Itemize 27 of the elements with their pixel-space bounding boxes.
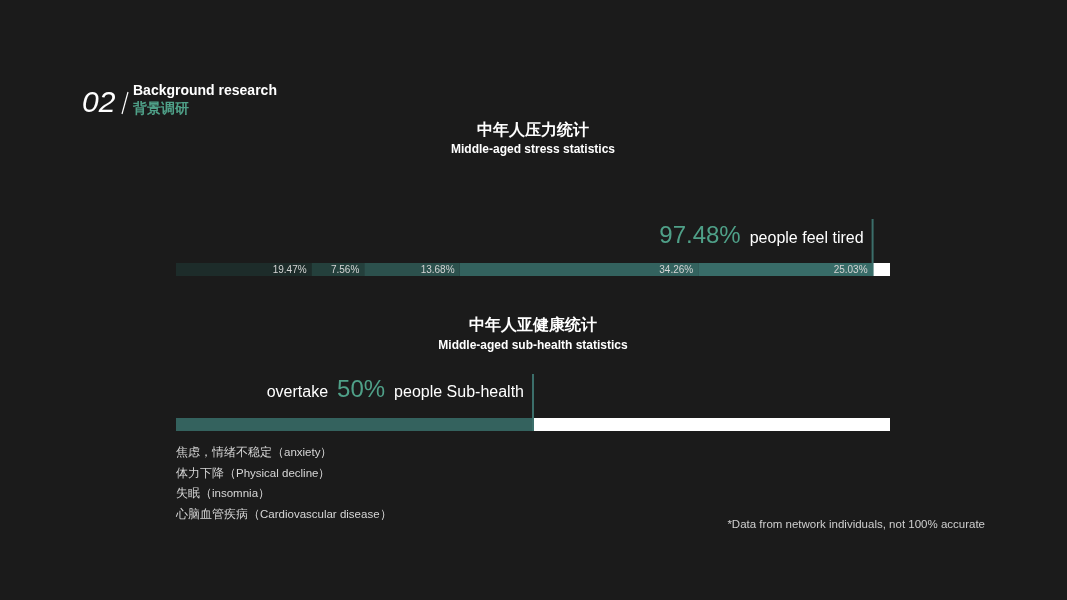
text: *Data from network individuals, not 100% accurate — [727, 518, 985, 530]
text: 心脑血管疾病（Cardiovascular disease） — [175, 506, 392, 521]
data-label: 7.56% — [330, 264, 360, 276]
bar: 34.26% — [459, 263, 699, 276]
text: Background research — [133, 82, 277, 98]
text: 失眠（insomnia） — [176, 487, 271, 500]
data-label: 25.03% — [833, 264, 868, 276]
chart-subtitle: Middle-aged stress statistics — [450, 142, 616, 156]
text: 体力下降（Physical decline） — [176, 466, 331, 480]
text: 焦虑，情绪不稳定（anxiety） — [176, 445, 333, 459]
chart-title: 中年人压力统计 — [477, 121, 589, 138]
bar: 19.47% — [176, 263, 312, 276]
chart-title: 中年人亚健康统计 — [469, 316, 597, 333]
text: people Sub-health — [394, 383, 524, 400]
bar: 13.68% — [364, 263, 460, 276]
data-label: 34.26% — [659, 264, 694, 276]
text: 背景调研 — [132, 100, 189, 116]
bar: 7.56% — [311, 263, 365, 276]
bar: 25.03% — [698, 263, 873, 276]
text: people feel tired — [749, 229, 864, 246]
data-label: 13.68% — [420, 264, 455, 276]
chart-subtitle: Middle-aged sub-health statistics — [438, 338, 628, 352]
text: 02 — [82, 85, 116, 118]
data-label: 19.47% — [272, 264, 307, 276]
text: overtake — [266, 383, 329, 400]
text: 50% — [337, 375, 386, 402]
text: 97.48% — [659, 221, 741, 248]
